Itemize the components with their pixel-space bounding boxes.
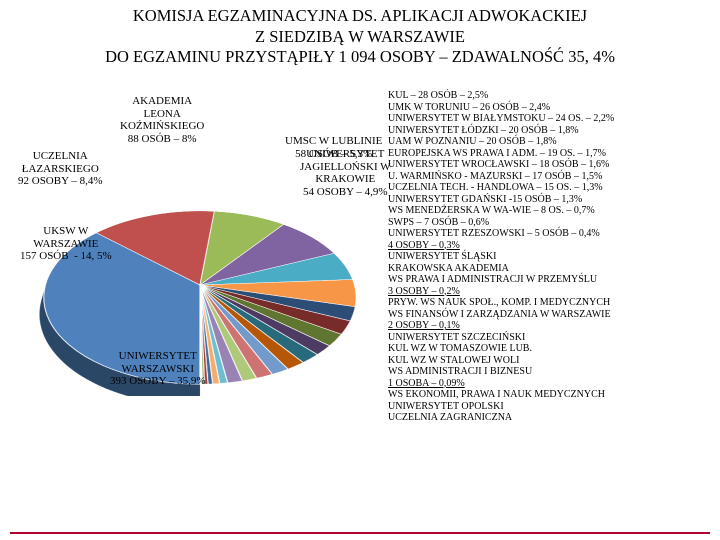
legend-line: UNIWERSYTET SZCZECIŃSKI [388,332,708,344]
legend-line: 2 OSOBY – 0,1% [388,320,708,332]
legend-line: EUROPEJSKA WS PRAWA I ADM. – 19 OS. – 1,… [388,148,708,160]
callout-kozm: AKADEMIA LEONA KOŹMIŃSKIEGO 88 OSÓB – 8% [120,95,204,146]
title-line-3: DO EGZAMINU PRZYSTĄPIŁY 1 094 OSOBY – ZD… [105,47,615,66]
legend-list: KUL – 28 OSÓB – 2,5%UMK W TORUNIU – 26 O… [388,90,708,424]
callout-uksw: UKSW W WARSZAWIE 157 OSÓB - 14, 5% [20,225,112,263]
legend-line: WS PRAWA I ADMINISTRACJI W PRZEMYŚLU [388,274,708,286]
legend-line: UAM W POZNANIU – 20 OSÓB – 1,8% [388,136,708,148]
page: KOMISJA EGZAMINACYJNA DS. APLIKACJI ADWO… [0,0,720,540]
legend-line: WS MENEDŻERSKA W WA-WIE – 8 OS. – 0,7% [388,205,708,217]
legend-line: UNIWERSYTET ŁÓDZKI – 20 OSÓB – 1,8% [388,125,708,137]
legend-line: KUL – 28 OSÓB – 2,5% [388,90,708,102]
title-line-1: KOMISJA EGZAMINACYJNA DS. APLIKACJI ADWO… [133,6,587,25]
legend-line: WS ADMINISTRACJI I BIZNESU [388,366,708,378]
legend-line: UNIWERSYTET OPOLSKI [388,401,708,413]
callout-laz: UCZELNIA ŁAZARSKIEGO 92 OSOBY – 8,4% [18,150,103,188]
callout-uj: UNIWERSYTET JAGIELLOŃSKI W KRAKOWIE 54 O… [300,148,391,199]
page-title: KOMISJA EGZAMINACYJNA DS. APLIKACJI ADWO… [0,6,720,68]
legend-line: UNIWERSYTET GDAŃSKI -15 OSÓB – 1,3% [388,194,708,206]
legend-line: 4 OSOBY – 0,3% [388,240,708,252]
legend-line: KUL WZ W TOMASZOWIE LUB. [388,343,708,355]
legend-line: WS EKONOMII, PRAWA I NAUK MEDYCZNYCH [388,389,708,401]
legend-line: UCZELNIA TECH. - HANDLOWA – 15 OS. – 1,3… [388,182,708,194]
legend-line: UNIWERSYTET ŚLĄSKI [388,251,708,263]
legend-line: PRYW. WS NAUK SPOŁ., KOMP. I MEDYCZNYCH [388,297,708,309]
bottom-rule [10,532,710,534]
legend-line: U. WARMIŃSKO - MAZURSKI – 17 OSÓB – 1,5% [388,171,708,183]
legend-line: KRAKOWSKA AKADEMIA [388,263,708,275]
legend-line: KUL WZ W STALOWEJ WOLI [388,355,708,367]
legend-line: 3 OSOBY – 0,2% [388,286,708,298]
legend-line: UMK W TORUNIU – 26 OSÓB – 2,4% [388,102,708,114]
legend-line: UCZELNIA ZAGRANICZNA [388,412,708,424]
legend-line: UNIWERSYTET W BIAŁYMSTOKU – 24 OS. – 2,2… [388,113,708,125]
legend-line: WS FINANSÓW I ZARZĄDZANIA W WARSZAWIE [388,309,708,321]
legend-line: UNIWERSYTET WROCŁAWSKI – 18 OSÓB – 1,6% [388,159,708,171]
callout-uw: UNIWERSYTET WARSZAWSKI 393 OSOBY – 35,9% [110,350,206,388]
legend-line: SWPS – 7 OSÓB – 0,6% [388,217,708,229]
legend-line: 1 OSOBA – 0,09% [388,378,708,390]
legend-line: UNIWERSYTET RZESZOWSKI – 5 OSÓB – 0,4% [388,228,708,240]
title-line-2: Z SIEDZIBĄ W WARSZAWIE [255,27,465,46]
